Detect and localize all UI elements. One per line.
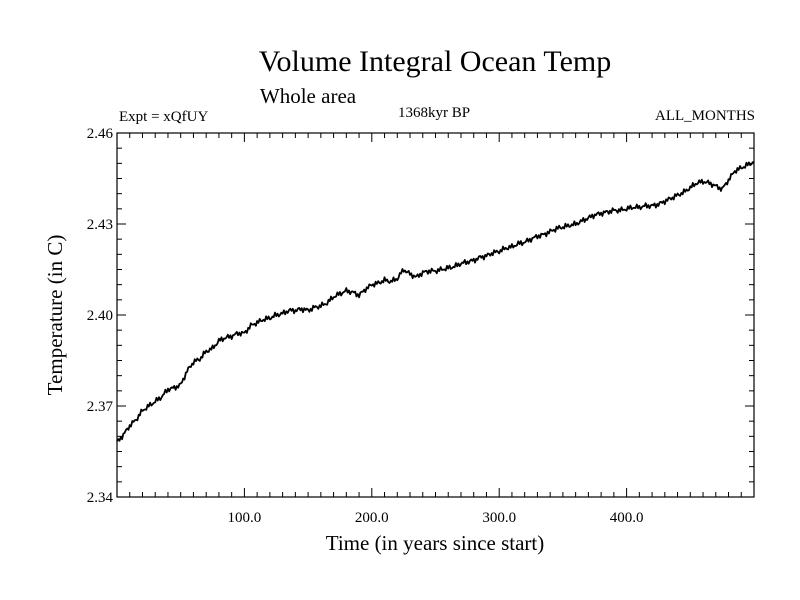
y-tick-label: 2.34 <box>87 490 114 506</box>
months-label: ALL_MONTHS <box>655 108 755 124</box>
y-tick-label: 2.43 <box>87 217 113 233</box>
y-tick-label: 2.40 <box>87 308 113 324</box>
period-label: 1368kyr BP <box>398 105 470 121</box>
x-tick-label: 300.0 <box>482 510 516 526</box>
x-axis-label: Time (in years since start) <box>326 531 545 555</box>
chart-title: Volume Integral Ocean Temp <box>259 45 612 78</box>
chart-subtitle: Whole area <box>260 84 357 108</box>
experiment-label: Expt = xQfUY <box>119 109 208 125</box>
y-axis-ticks: 2.34 2.37 2.40 2.43 2.46 <box>87 126 754 506</box>
y-tick-label: 2.46 <box>87 126 114 142</box>
y-axis-label: Temperature (in C) <box>43 235 67 396</box>
x-tick-label: 400.0 <box>610 510 644 526</box>
y-tick-label: 2.37 <box>87 399 114 415</box>
temperature-series-line <box>116 160 755 442</box>
x-axis-ticks: 100.0 200.0 300.0 400.0 <box>129 133 742 526</box>
x-tick-label: 100.0 <box>228 510 262 526</box>
x-tick-label: 200.0 <box>355 510 389 526</box>
plot-frame <box>116 132 755 498</box>
